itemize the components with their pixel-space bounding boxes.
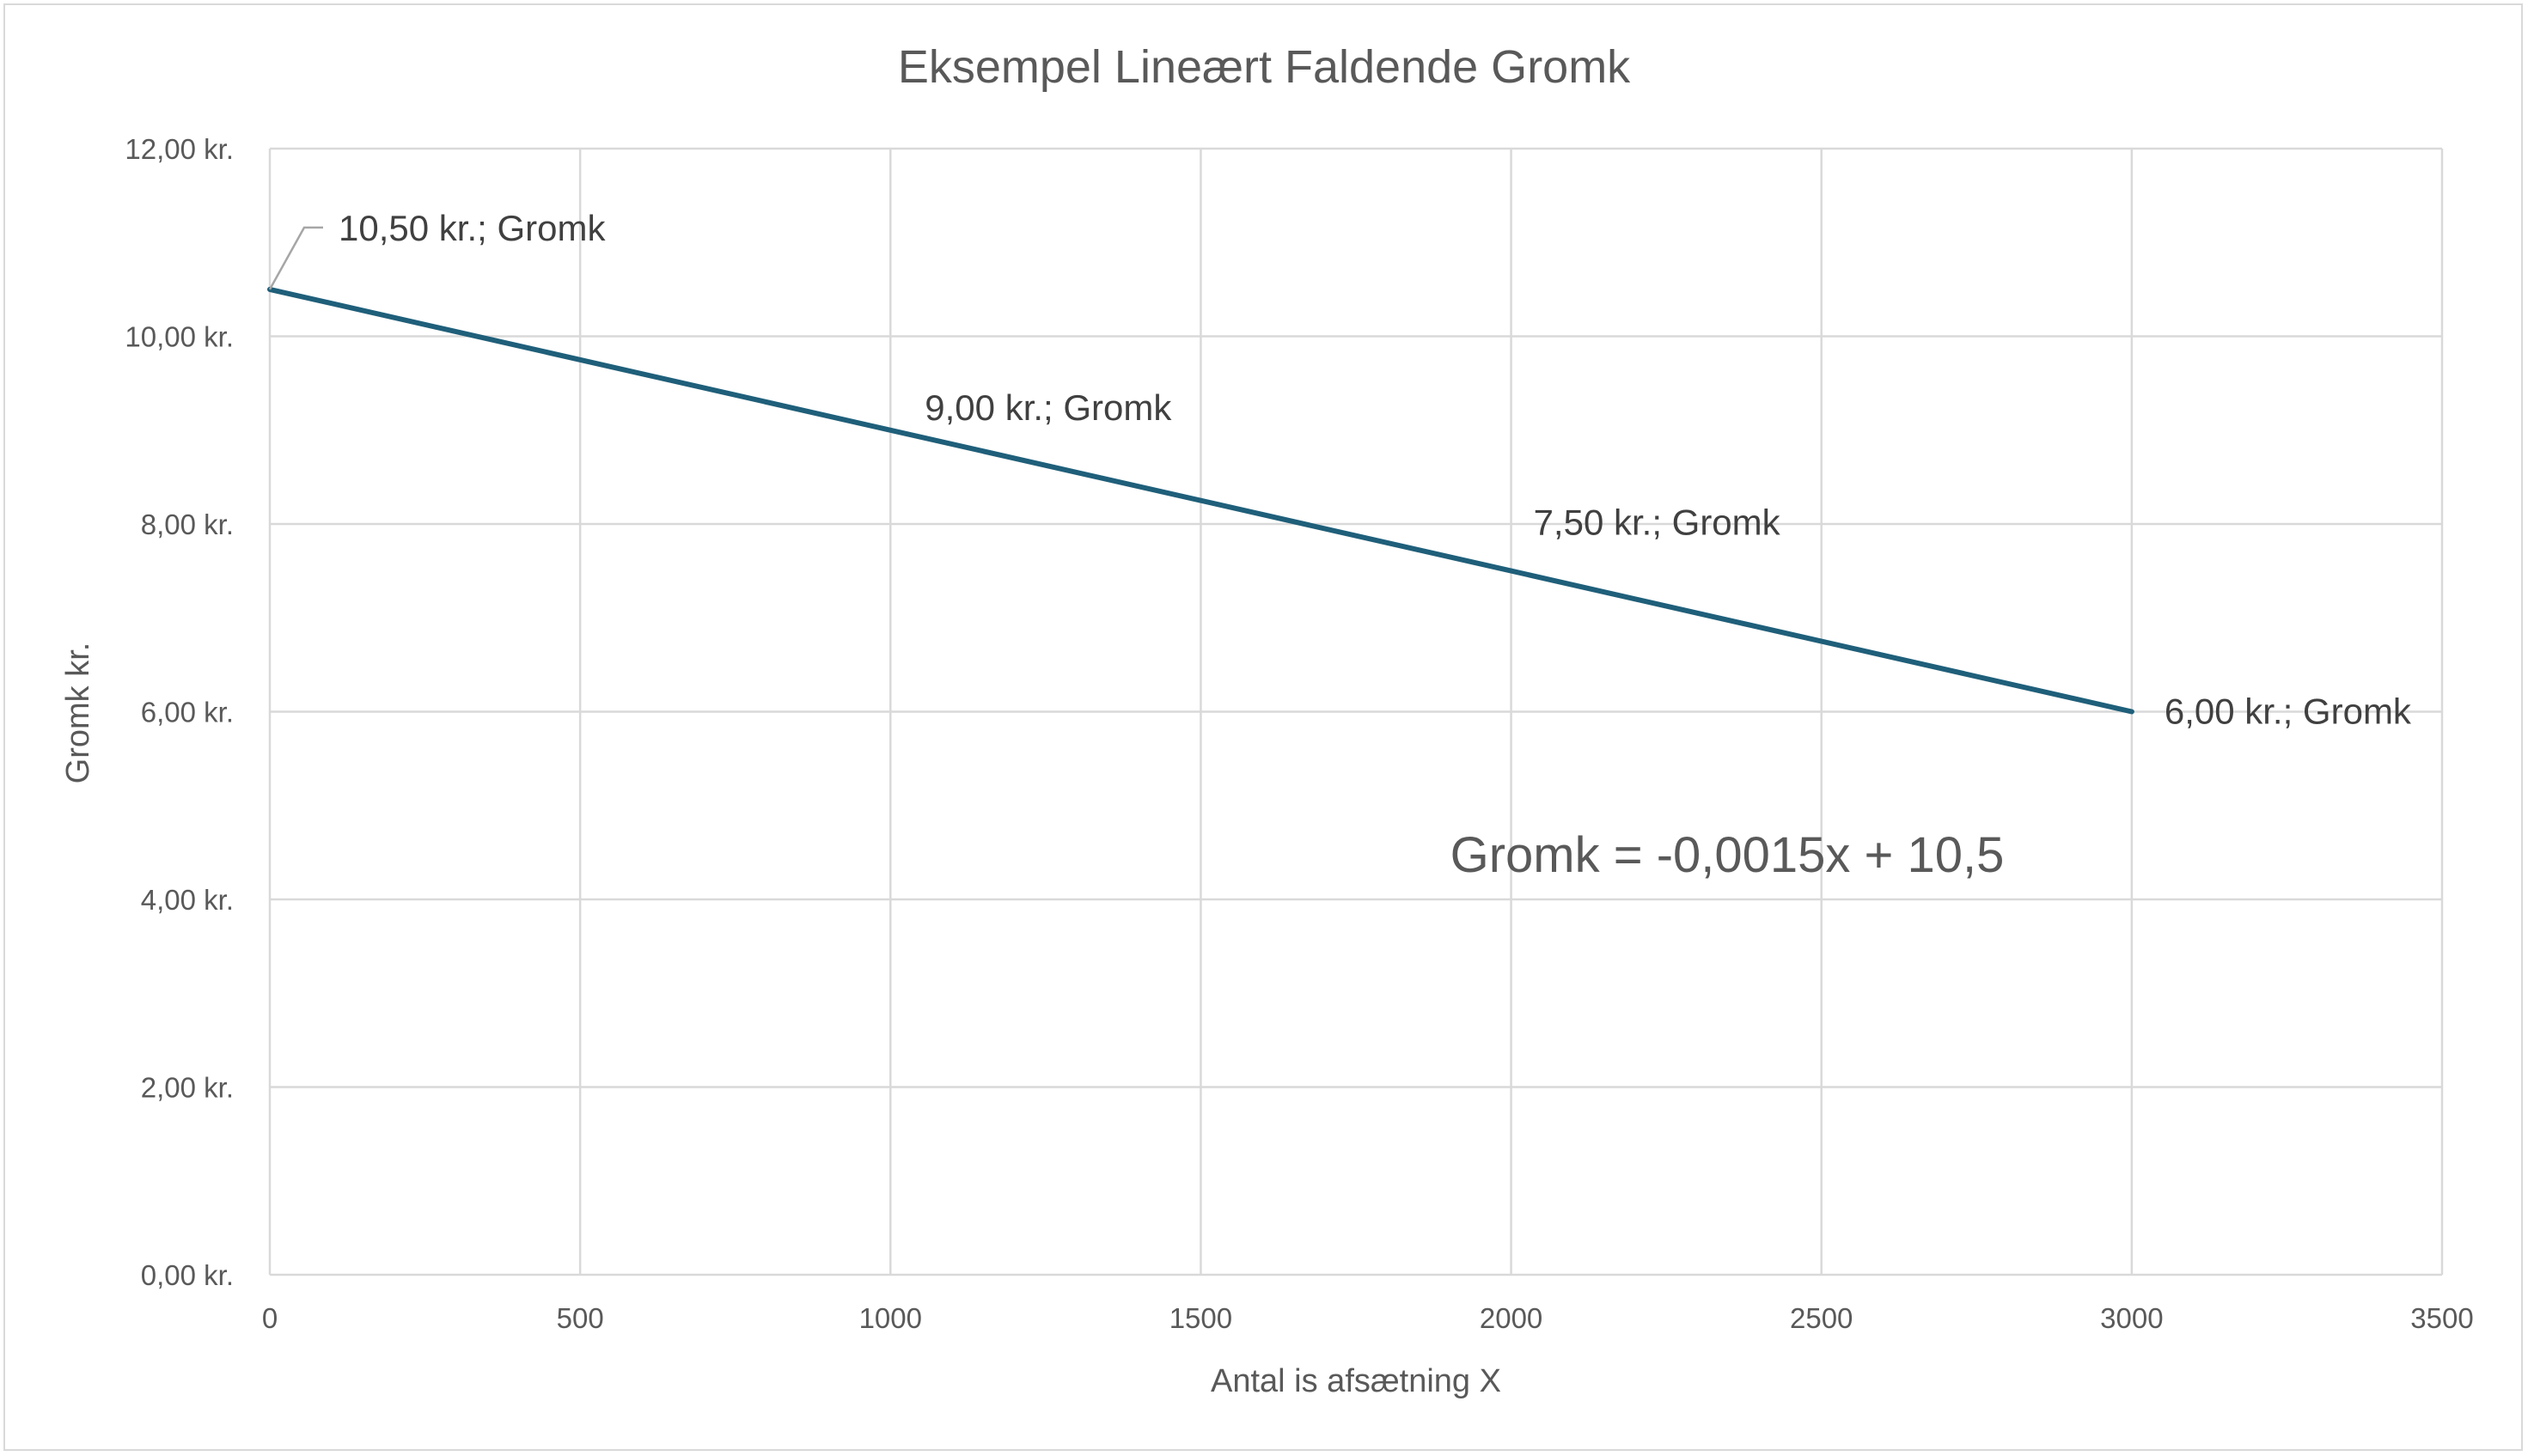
- x-tick-label: 500: [557, 1302, 604, 1334]
- y-tick-label: 6,00 kr.: [141, 697, 234, 728]
- data-label: 6,00 kr.; Gromk: [2165, 691, 2412, 732]
- series-gromk: [267, 286, 2134, 715]
- y-tick-label: 10,00 kr.: [125, 321, 234, 353]
- data-label: 9,00 kr.; Gromk: [925, 387, 1172, 428]
- x-tick-label: 2500: [1790, 1302, 1853, 1334]
- chart-title: Eksempel Lineært Faldende Gromk: [898, 41, 1631, 93]
- y-tick-label: 8,00 kr.: [141, 509, 234, 540]
- trendline-equation: Gromk = -0,0015x + 10,5: [1450, 827, 2005, 883]
- gridlines: [268, 147, 2444, 1276]
- x-tick-label: 3500: [2410, 1302, 2473, 1334]
- y-axis-title: Gromk kr.: [60, 643, 96, 784]
- x-tick-label: 2000: [1480, 1302, 1542, 1334]
- y-tick-label: 4,00 kr.: [141, 884, 234, 916]
- data-label: 10,50 kr.; Gromk: [339, 208, 606, 248]
- x-axis-ticks: 0 500 1000 1500 2000 2500 3000 3500: [262, 1302, 2474, 1334]
- x-tick-label: 1000: [859, 1302, 922, 1334]
- data-labels: 10,50 kr.; Gromk 9,00 kr.; Gromk 7,50 kr.;…: [268, 208, 2412, 732]
- data-label: 7,50 kr.; Gromk: [1534, 503, 1781, 543]
- series-line-0: [267, 286, 2134, 715]
- y-tick-label: 0,00 kr.: [141, 1259, 234, 1291]
- x-tick-label: 3000: [2100, 1302, 2163, 1334]
- leader-line: [268, 226, 323, 290]
- x-tick-label: 1500: [1169, 1302, 1232, 1334]
- chart-frame: [3, 3, 2523, 1451]
- x-axis-title: Antal is afsætning X: [1211, 1363, 1501, 1399]
- x-tick-label: 0: [262, 1302, 278, 1334]
- y-tick-label: 12,00 kr.: [125, 133, 234, 165]
- y-axis-ticks: 0,00 kr. 2,00 kr. 4,00 kr. 6,00 kr. 8,00 kr.…: [125, 133, 234, 1291]
- y-tick-label: 2,00 kr.: [141, 1072, 234, 1104]
